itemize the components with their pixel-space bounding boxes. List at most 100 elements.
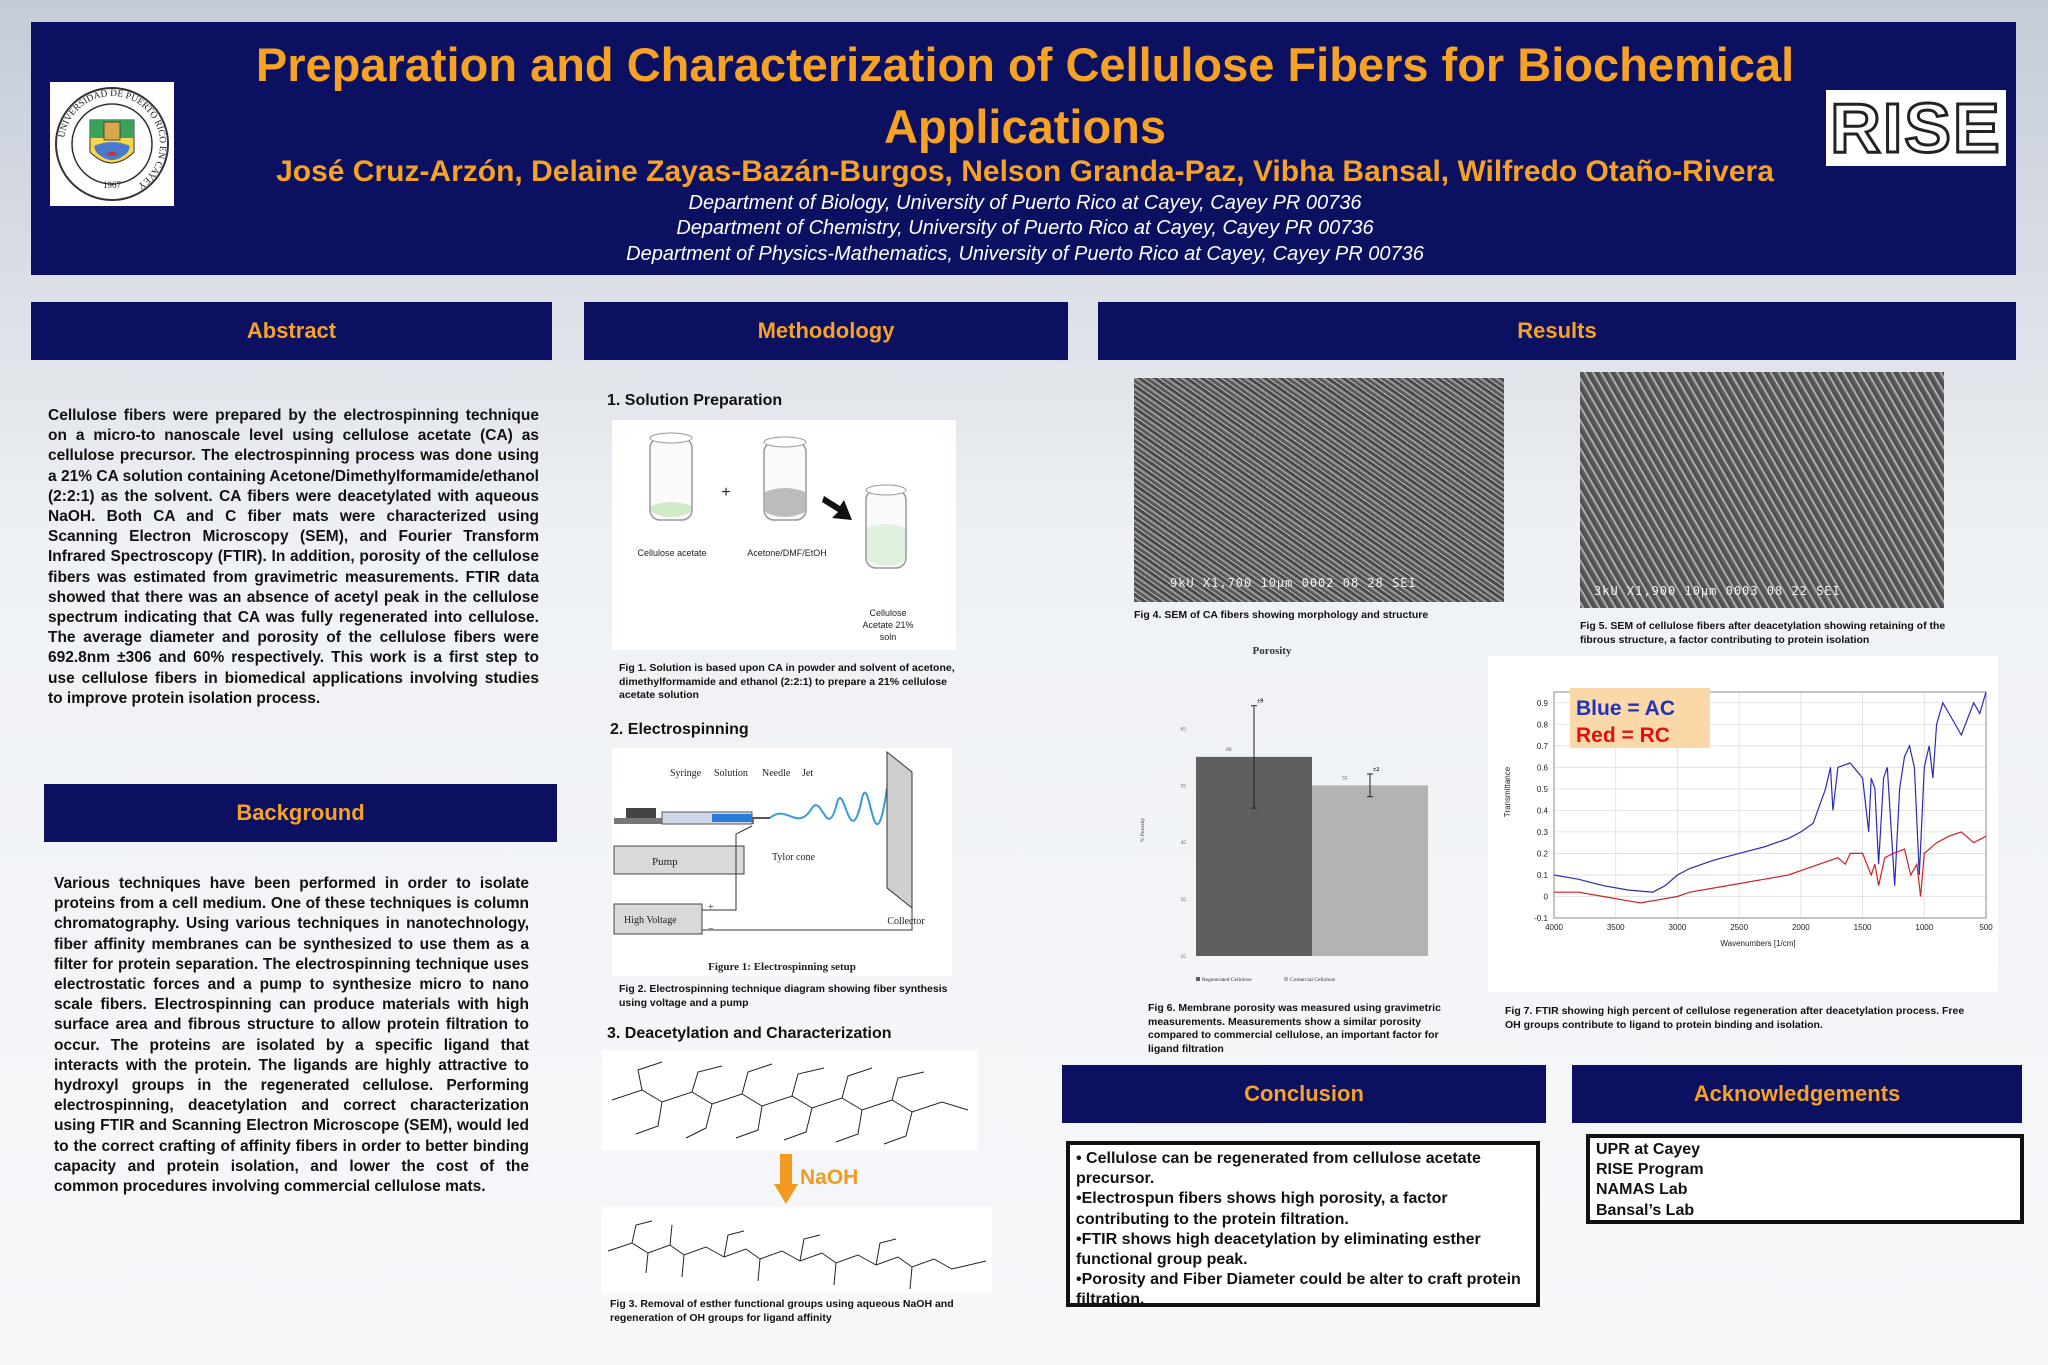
ftir-y-tick: 0.2	[1537, 849, 1549, 858]
ftir-x-tick: 2000	[1792, 923, 1810, 932]
porosity-error-label: ±9	[1257, 699, 1263, 705]
ftir-y-tick: 0.6	[1537, 763, 1549, 772]
methodology-heading-text: Methodology	[757, 318, 895, 343]
label-needle: Needle	[762, 768, 791, 779]
wire-negative	[702, 898, 913, 931]
figure-7-caption: Fig 7. FTIR showing high percent of cell…	[1505, 1005, 1965, 1031]
porosity-value-label: 55	[1342, 775, 1348, 781]
ftir-x-tick: 3000	[1669, 923, 1687, 932]
porosity-y-tick: 65	[1181, 726, 1187, 732]
authors: José Cruz-Arzón, Delaine Zayas-Bazán-Bur…	[276, 155, 1774, 188]
figure-1-caption: Fig 1. Solution is based upon CA in powd…	[619, 662, 955, 701]
conclusion-item-1: • Cellulose can be regenerated from cell…	[1076, 1150, 1481, 1188]
step-electrospinning: 2. Electrospinning	[610, 721, 749, 738]
label-collector: Collector	[887, 916, 925, 927]
porosity-y-tick: 35	[1181, 897, 1187, 903]
high-voltage-box	[613, 903, 703, 935]
label-syringe: Syringe	[670, 768, 702, 779]
porosity-bar	[1312, 785, 1428, 956]
conclusion-heading: Conclusion	[1062, 1065, 1546, 1123]
beaker-cellulose-acetate-solution	[865, 484, 907, 569]
label-jet: Jet	[802, 768, 813, 779]
figure-1-solution-preparation: Cellulose acetate + Acetone/DMF/EtOH Cel…	[612, 420, 956, 650]
syringe-solution	[712, 814, 752, 822]
figure-3-cellulose-acetate-structure	[602, 1050, 978, 1150]
label-taylor-cone: Tylor cone	[772, 852, 815, 863]
label-acetate-21: Acetate 21%	[862, 620, 913, 630]
acknowledgements-heading-text: Acknowledgements	[1693, 1081, 1901, 1106]
background-text: Various techniques have been performed i…	[54, 875, 529, 1196]
conclusion-item-2: •Electrospun fibers shows high porosity,…	[1076, 1190, 1448, 1228]
label-solvent: Acetone/DMF/EtOH	[747, 548, 827, 558]
ftir-legend-box	[1570, 688, 1710, 748]
poster-header	[31, 22, 2016, 275]
ftir-y-tick: 0.8	[1537, 720, 1549, 729]
label-pump: Pump	[652, 856, 678, 868]
porosity-y-tick: 25	[1181, 954, 1187, 960]
conclusion-box: • Cellulose can be regenerated from cell…	[1066, 1141, 1540, 1309]
background-heading-text: Background	[236, 800, 365, 825]
beaker-solvent	[763, 436, 807, 521]
wire-positive	[702, 825, 753, 911]
figure-4-caption: Fig 4. SEM of CA fibers showing morpholo…	[1134, 609, 1429, 621]
acknowledgements-heading: Acknowledgements	[1572, 1065, 2022, 1123]
ftir-series-rc	[1554, 831, 1987, 904]
ftir-x-tick: 1500	[1854, 923, 1872, 932]
pump-box	[613, 845, 745, 875]
conclusion-item-4: •Porosity and Fiber Diameter could be al…	[1076, 1271, 1521, 1309]
ftir-y-tick: 0.5	[1537, 785, 1549, 794]
arrow-icon	[822, 496, 852, 520]
acknowledgement-namas-lab: NAMAS Lab	[1596, 1181, 1688, 1199]
label-plus: +	[708, 902, 714, 913]
ftir-x-tick: 1000	[1915, 923, 1933, 932]
ftir-x-tick: 2500	[1730, 923, 1748, 932]
legend-swatch-commercial	[1284, 977, 1288, 981]
acknowledgements-box: UPR at Cayey RISE Program NAMAS Lab Bans…	[1586, 1134, 2024, 1224]
rise-logo: RISE	[1826, 90, 2006, 166]
figure-3-caption: Fig 3. Removal of esther functional grou…	[610, 1298, 954, 1324]
porosity-y-label: % Porosity	[1140, 818, 1146, 843]
legend-regenerated-cellulose: Regenerated Cellulose	[1202, 977, 1252, 983]
ftir-x-label: Wavenumbers [1/cm]	[1720, 939, 1795, 948]
ftir-y-tick: 0.1	[1537, 871, 1549, 880]
beaker-cellulose-acetate	[649, 432, 693, 521]
figure-6-porosity-chart: Porosity % Porosity 25 35 45 55 65 60 ±9 55 ±2 …	[1134, 640, 1534, 988]
porosity-chart-title: Porosity	[1253, 645, 1292, 657]
label-solution: Solution	[714, 768, 748, 779]
department-physics-math: Department of Physics-Mathematics, Unive…	[626, 243, 1424, 265]
ftir-series-ac	[1553, 691, 1987, 893]
porosity-y-tick: 45	[1181, 840, 1187, 846]
legend-commercial-cellulose: Comercial Cellulose	[1290, 977, 1336, 983]
ftir-y-tick: 0	[1544, 892, 1549, 901]
conclusion-item-3: •FTIR shows high deacetylation by elimin…	[1076, 1230, 1481, 1269]
label-cellulose-acetate: Cellulose acetate	[637, 548, 706, 558]
ftir-legend-red: Red = RC	[1576, 724, 1670, 747]
label-soln: soln	[880, 632, 897, 642]
naoh-arrow-icon	[774, 1154, 798, 1204]
department-chemistry: Department of Chemistry, University of P…	[676, 217, 1374, 239]
figure-2-caption: Fig 2. Electrospinning technique diagram…	[619, 983, 948, 1009]
acknowledgement-bansals-lab: Bansal’s Lab	[1596, 1201, 1695, 1219]
porosity-value-label: 60	[1226, 747, 1232, 753]
ftir-x-tick: 3500	[1607, 923, 1625, 932]
figure-2-electrospinning-setup: Syringe Solution Needle Jet Pump Tylor c…	[612, 748, 952, 976]
abstract-heading-text: Abstract	[246, 318, 337, 343]
methodology-heading: Methodology	[584, 302, 1068, 360]
porosity-legend: Regenerated Cellulose Comercial Cellulos…	[1196, 977, 1336, 983]
ftir-y-label: Transmittance	[1503, 766, 1512, 817]
figure-4-sem-ca-fibers: 9kU X1,700 10μm 0002 08 28 SEI	[1134, 378, 1504, 602]
figure-5-sem-cellulose-fibers: 3kU X1,900 10μm 0003 08 22 SEI	[1580, 372, 1944, 608]
conclusion-heading-text: Conclusion	[1244, 1081, 1364, 1106]
pump-block	[626, 808, 656, 818]
label-cellulose: Cellulose	[869, 608, 906, 618]
figure-5-sem-scale-bar: 3kU X1,900 10μm 0003 08 22 SEI	[1594, 584, 1841, 598]
rise-logo-text: RISE	[1829, 89, 2002, 167]
fiber-jet	[769, 787, 888, 826]
legend-swatch-regenerated	[1196, 977, 1200, 981]
seal-year: 1967	[103, 180, 122, 190]
department-biology: Department of Biology, University of Pue…	[688, 192, 1362, 214]
figure-2-title: Figure 1: Electrospinning setup	[708, 961, 856, 973]
results-heading-text: Results	[1517, 318, 1597, 343]
porosity-y-tick: 55	[1181, 783, 1187, 789]
ftir-x-tick: 4000	[1545, 923, 1563, 932]
